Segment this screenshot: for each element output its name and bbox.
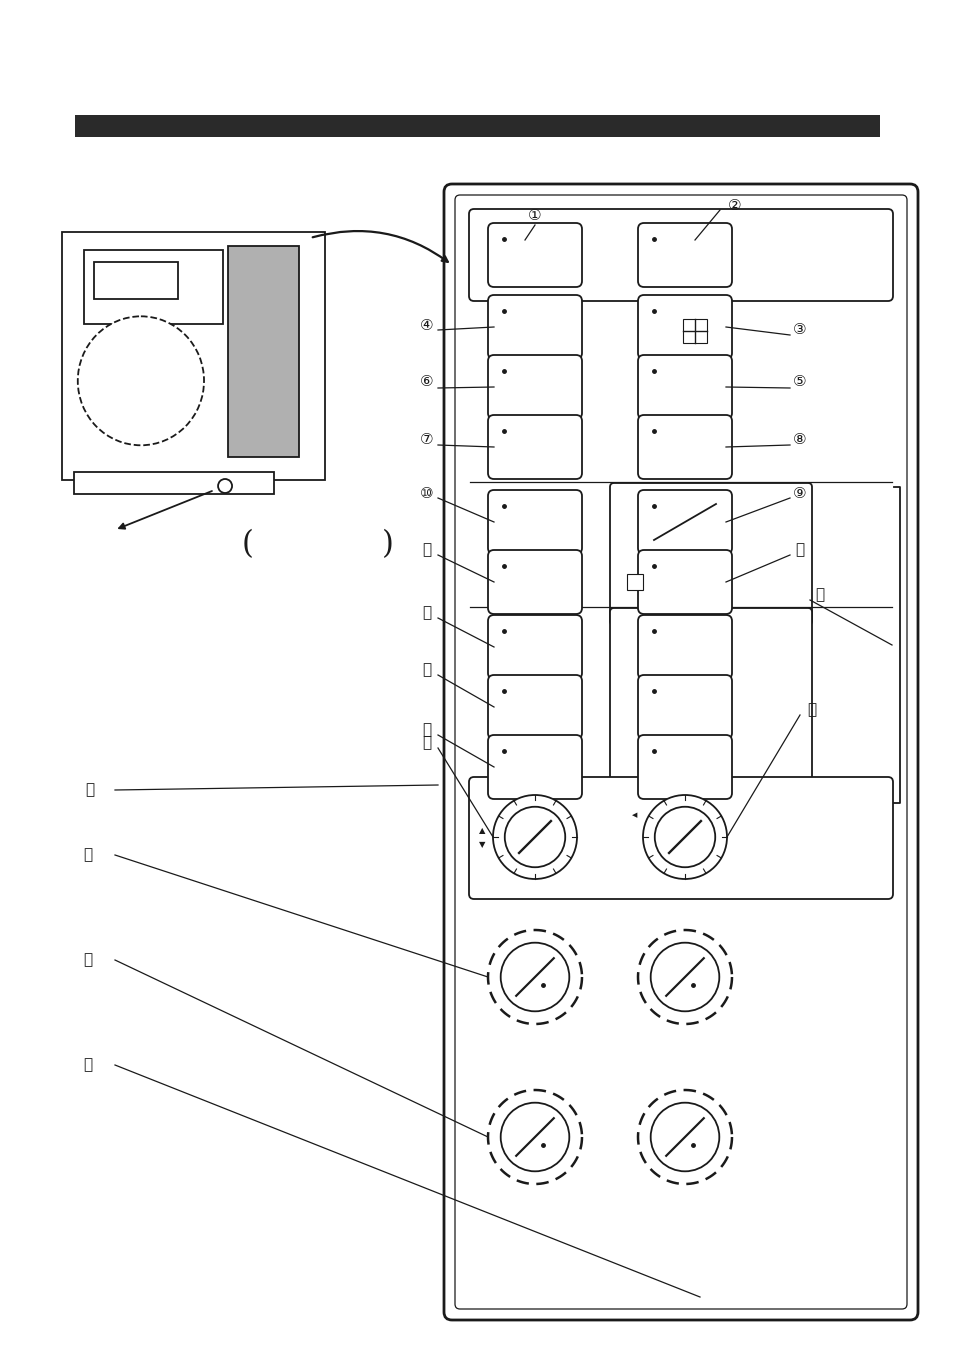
Text: ⑱: ⑱ [422, 735, 431, 750]
Text: ②: ② [727, 197, 741, 213]
FancyBboxPatch shape [488, 674, 581, 739]
Text: ⑧: ⑧ [792, 433, 806, 448]
Text: ⑬: ⑬ [815, 588, 823, 603]
FancyBboxPatch shape [638, 550, 731, 614]
Text: ⑲: ⑲ [86, 782, 94, 797]
Text: ①: ① [528, 208, 541, 223]
Text: ⑭: ⑭ [422, 606, 431, 621]
FancyBboxPatch shape [609, 608, 811, 809]
Circle shape [500, 1102, 569, 1171]
FancyBboxPatch shape [638, 615, 731, 679]
Bar [682, 318, 706, 343]
Circle shape [650, 943, 719, 1012]
Text: ⑫: ⑫ [795, 542, 803, 557]
Text: ㉑: ㉑ [83, 952, 92, 967]
Text: ⑦: ⑦ [419, 433, 434, 448]
FancyBboxPatch shape [488, 735, 581, 799]
FancyBboxPatch shape [638, 355, 731, 420]
Text: ⑨: ⑨ [792, 486, 806, 500]
Bar [62, 232, 325, 480]
Bar [74, 472, 274, 494]
FancyBboxPatch shape [638, 735, 731, 799]
FancyBboxPatch shape [443, 183, 917, 1321]
Circle shape [654, 807, 715, 867]
Bar [626, 575, 642, 590]
Text: ): ) [381, 530, 394, 560]
Text: ⑳: ⑳ [83, 847, 92, 862]
Text: ㉒: ㉒ [83, 1058, 92, 1072]
FancyBboxPatch shape [609, 483, 811, 625]
Bar [84, 250, 223, 324]
FancyBboxPatch shape [469, 209, 892, 301]
FancyBboxPatch shape [638, 490, 731, 554]
FancyBboxPatch shape [488, 490, 581, 554]
FancyBboxPatch shape [469, 777, 892, 898]
Text: ⑥: ⑥ [419, 375, 434, 390]
Circle shape [650, 1102, 719, 1171]
Text: (: ( [242, 530, 253, 560]
FancyBboxPatch shape [638, 674, 731, 739]
Text: ◀: ◀ [632, 812, 637, 817]
Circle shape [642, 795, 726, 880]
Bar [75, 115, 879, 138]
Circle shape [504, 807, 564, 867]
FancyBboxPatch shape [488, 355, 581, 420]
Text: ⑮: ⑮ [422, 662, 431, 677]
Ellipse shape [78, 316, 204, 445]
FancyBboxPatch shape [638, 223, 731, 287]
Bar [228, 246, 298, 457]
Text: ▼: ▼ [478, 840, 485, 850]
FancyBboxPatch shape [488, 615, 581, 679]
FancyBboxPatch shape [488, 223, 581, 287]
FancyBboxPatch shape [488, 295, 581, 359]
Text: ▲: ▲ [478, 827, 485, 835]
Text: ③: ③ [792, 322, 806, 337]
Circle shape [493, 795, 577, 880]
FancyBboxPatch shape [638, 415, 731, 479]
Circle shape [218, 479, 232, 492]
Text: ④: ④ [419, 317, 434, 332]
FancyBboxPatch shape [488, 550, 581, 614]
Text: ⑤: ⑤ [792, 375, 806, 390]
Text: ⑯: ⑯ [422, 723, 431, 738]
Text: ⑪: ⑪ [422, 542, 431, 557]
Text: ⑰: ⑰ [806, 703, 816, 718]
FancyBboxPatch shape [488, 415, 581, 479]
FancyBboxPatch shape [455, 196, 906, 1309]
Bar [94, 262, 178, 299]
FancyBboxPatch shape [638, 295, 731, 359]
Circle shape [500, 943, 569, 1012]
Text: ⑩: ⑩ [419, 486, 434, 500]
